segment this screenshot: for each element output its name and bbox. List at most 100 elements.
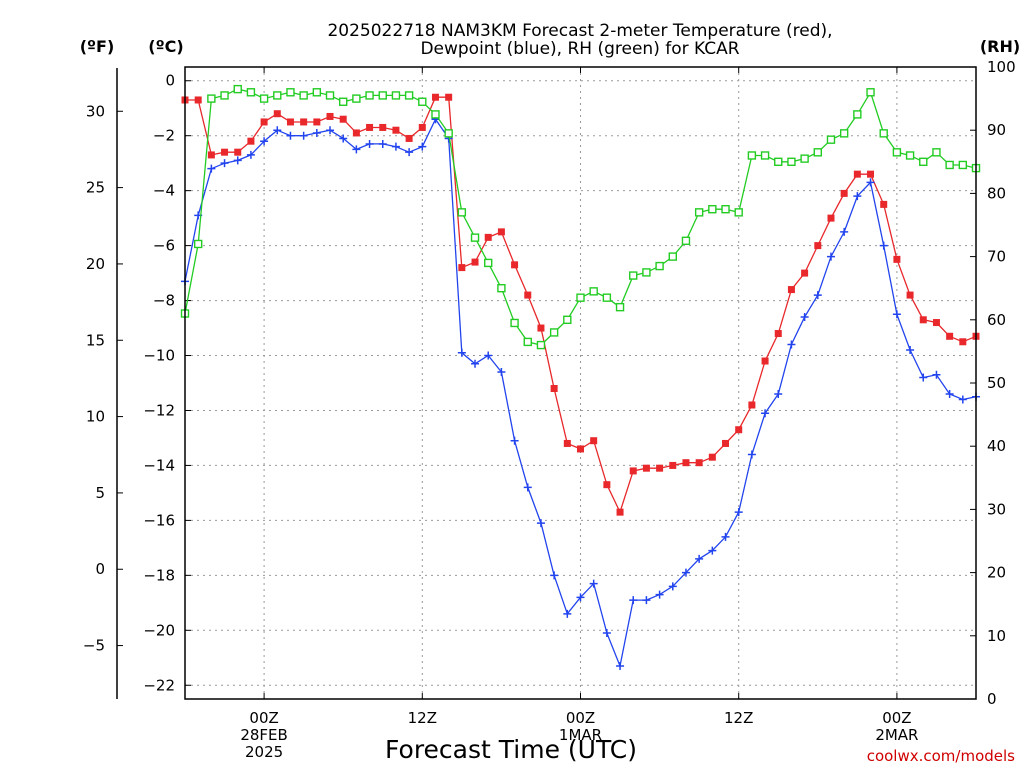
rh-point bbox=[484, 258, 493, 268]
dewpoint-point bbox=[787, 340, 796, 349]
dewpoint-point bbox=[958, 395, 967, 404]
dewpoint-point bbox=[866, 178, 875, 187]
dewpoint-point bbox=[352, 145, 361, 154]
temperature-point bbox=[814, 242, 822, 250]
rh-point bbox=[259, 94, 269, 103]
dewpoint-point bbox=[747, 450, 756, 459]
temperature-point bbox=[577, 445, 584, 453]
dewpoint-point bbox=[589, 579, 598, 588]
rh-tick-label: 40 bbox=[987, 437, 1006, 455]
dewpoint-point bbox=[457, 348, 466, 357]
x-tick-label: 00Z bbox=[882, 709, 911, 727]
dewpoint-point bbox=[761, 409, 770, 418]
rh-point bbox=[839, 129, 849, 138]
dewpoint-point bbox=[471, 359, 480, 368]
temperature-point bbox=[273, 110, 281, 118]
rh-point bbox=[708, 204, 717, 214]
dewpoint-point bbox=[536, 519, 545, 528]
rh-point bbox=[233, 84, 242, 94]
rh-point bbox=[431, 110, 440, 119]
dewpoint-point bbox=[510, 436, 519, 445]
temperature-point bbox=[906, 291, 914, 299]
fahrenheit-tick-label: 20 bbox=[86, 255, 105, 273]
temperature-point bbox=[260, 118, 268, 126]
rh-point bbox=[470, 233, 480, 242]
temperature-point bbox=[537, 324, 545, 332]
dewpoint-point bbox=[668, 582, 677, 591]
dewpoint-point bbox=[207, 164, 216, 173]
x-tick-label: 12Z bbox=[724, 709, 753, 727]
celsius-tick-label: −12 bbox=[143, 401, 175, 419]
temperature-point bbox=[431, 93, 439, 101]
temperature-point bbox=[669, 461, 677, 469]
plot-frame bbox=[184, 66, 977, 700]
dewpoint-point bbox=[299, 131, 308, 140]
temperature-point bbox=[563, 439, 571, 447]
dewpoint-point bbox=[932, 370, 941, 379]
temperature-point bbox=[893, 255, 901, 263]
temperature-point bbox=[840, 189, 848, 197]
rh-point bbox=[919, 157, 928, 167]
dewpoint-point bbox=[721, 532, 730, 541]
rh-point bbox=[760, 151, 770, 160]
temperature-point bbox=[445, 93, 453, 101]
dewpoint-point bbox=[523, 483, 532, 492]
x-tick-label: 1MAR bbox=[559, 726, 602, 744]
temperature-point bbox=[722, 439, 730, 447]
rh-point bbox=[800, 154, 809, 163]
rh-point bbox=[207, 94, 216, 103]
rh-point bbox=[299, 91, 308, 100]
rh-point bbox=[853, 110, 862, 119]
temperature-point bbox=[827, 214, 835, 222]
temperature-point bbox=[458, 264, 466, 272]
rh-point bbox=[905, 151, 915, 160]
dewpoint-point bbox=[405, 148, 414, 157]
rh-point bbox=[339, 97, 348, 106]
celsius-tick-label: −18 bbox=[143, 566, 175, 584]
dewpoint-point bbox=[892, 310, 901, 319]
celsius-tick-label: −8 bbox=[153, 292, 175, 310]
temperature-point bbox=[787, 286, 795, 294]
rh-point bbox=[457, 208, 467, 217]
dewpoint-point bbox=[708, 546, 717, 555]
celsius-tick-label: 0 bbox=[165, 72, 175, 90]
temperature-point bbox=[880, 200, 888, 208]
rh-point bbox=[220, 91, 229, 100]
rh-tick-label: 30 bbox=[987, 500, 1006, 518]
temperature-point bbox=[524, 291, 532, 299]
dewpoint-point bbox=[246, 150, 255, 159]
rh-point bbox=[523, 337, 532, 347]
dewpoint-point bbox=[378, 139, 387, 148]
temperature-point bbox=[392, 126, 400, 134]
dewpoint-point bbox=[629, 596, 638, 605]
dewpoint-point bbox=[826, 252, 835, 261]
temperature-point bbox=[234, 148, 242, 156]
dewpoint-point bbox=[576, 593, 585, 602]
dewpoint-point bbox=[945, 389, 954, 398]
temperature-point bbox=[194, 96, 202, 104]
temperature-point bbox=[207, 151, 215, 159]
rh-point bbox=[866, 88, 875, 97]
rh-unit-label: (RH) bbox=[980, 37, 1020, 56]
x-tick-label: 2025 bbox=[245, 743, 283, 761]
rh-tick-label: 20 bbox=[987, 564, 1006, 582]
temperature-point bbox=[300, 118, 308, 126]
rh-point bbox=[668, 252, 677, 261]
rh-point bbox=[418, 97, 427, 106]
temperature-point bbox=[286, 118, 294, 126]
celsius-unit-label: (ºC) bbox=[148, 37, 183, 56]
rh-point bbox=[563, 315, 572, 324]
temperature-point bbox=[511, 261, 519, 269]
rh-point bbox=[747, 151, 757, 160]
dewpoint-point bbox=[550, 571, 559, 580]
rh-point bbox=[378, 91, 387, 100]
temperature-point bbox=[735, 426, 743, 434]
celsius-tick-label: −6 bbox=[153, 237, 175, 255]
celsius-tick-label: −4 bbox=[153, 182, 175, 200]
dewpoint-point bbox=[563, 609, 572, 618]
temperature-point bbox=[590, 437, 598, 445]
temperature-point bbox=[642, 464, 650, 472]
rh-point bbox=[932, 148, 941, 157]
temperature-point bbox=[616, 508, 624, 516]
